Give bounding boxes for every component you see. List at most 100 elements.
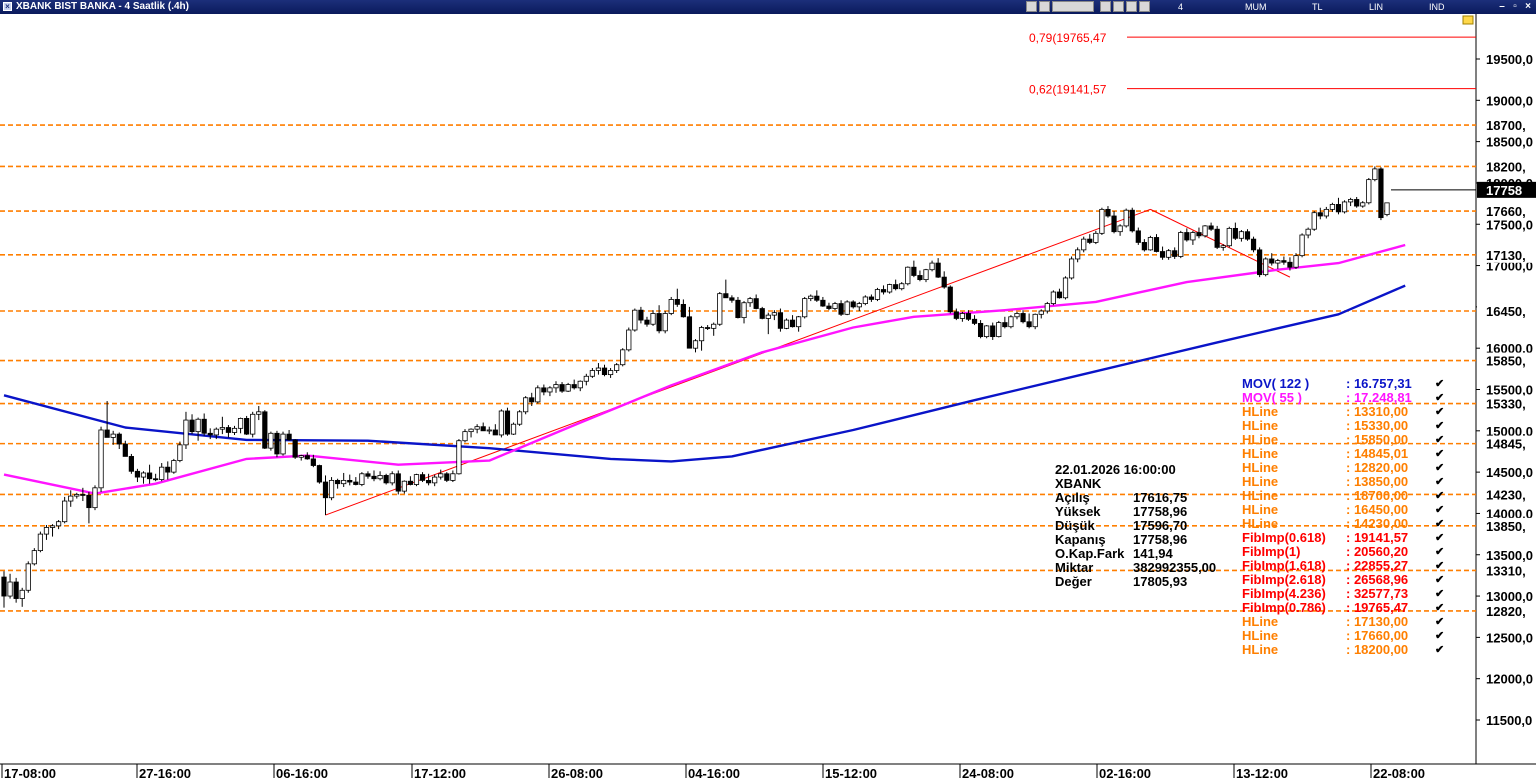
candle-body[interactable]: [1117, 225, 1123, 233]
candle-body[interactable]: [1105, 208, 1111, 217]
candle-body[interactable]: [31, 550, 37, 565]
candle-body[interactable]: [595, 367, 602, 371]
candle-body[interactable]: [37, 533, 43, 552]
candle-body[interactable]: [541, 387, 547, 393]
candle-body[interactable]: [893, 284, 899, 290]
candle-body[interactable]: [601, 367, 608, 376]
candle-body[interactable]: [650, 313, 656, 325]
candle-body[interactable]: [74, 494, 80, 497]
candle-body[interactable]: [929, 262, 935, 271]
candle-body[interactable]: [401, 480, 407, 492]
candle-body[interactable]: [219, 427, 225, 430]
candle-body[interactable]: [407, 480, 414, 485]
candle-body[interactable]: [171, 460, 177, 473]
candle-body[interactable]: [674, 299, 680, 305]
price-chart[interactable]: 11500,0 12000,0 12500,0 13000,0 13500,0 14000…: [0, 14, 1536, 781]
candle-body[interactable]: [680, 303, 686, 318]
candle-body[interactable]: [165, 466, 171, 473]
candle-body[interactable]: [789, 319, 796, 328]
candle-body[interactable]: [984, 325, 990, 338]
candle-body[interactable]: [49, 525, 56, 528]
candle-body[interactable]: [1281, 260, 1287, 263]
candle-body[interactable]: [977, 322, 984, 338]
candle-body[interactable]: [638, 309, 644, 321]
candle-body[interactable]: [80, 494, 86, 496]
candle-body[interactable]: [225, 427, 232, 433]
candle-body[interactable]: [941, 276, 947, 288]
candle-body[interactable]: [935, 262, 941, 278]
candle-body[interactable]: [177, 444, 183, 461]
candle-body[interactable]: [808, 295, 814, 300]
candle-body[interactable]: [383, 475, 389, 484]
candle-body[interactable]: [911, 266, 917, 276]
candle-body[interactable]: [698, 327, 705, 342]
candle-body[interactable]: [850, 301, 856, 308]
candle-body[interactable]: [996, 322, 1002, 338]
candle-body[interactable]: [304, 455, 310, 460]
candle-body[interactable]: [1075, 249, 1081, 260]
candle-body[interactable]: [237, 418, 244, 429]
candle-body[interactable]: [632, 309, 638, 331]
candle-body[interactable]: [92, 487, 98, 509]
candle-body[interactable]: [159, 466, 165, 480]
candle-body[interactable]: [1056, 291, 1063, 299]
window-menu-icon[interactable]: ×: [3, 2, 12, 11]
candle-body[interactable]: [705, 327, 711, 329]
candle-body[interactable]: [55, 521, 62, 527]
candle-body[interactable]: [547, 387, 553, 393]
period-selector[interactable]: 4 Saatlik: [1178, 2, 1206, 24]
candle-body[interactable]: [432, 476, 438, 484]
candle-body[interactable]: [316, 465, 323, 483]
candle-body[interactable]: [1311, 212, 1317, 230]
candle-body[interactable]: [1305, 228, 1311, 236]
candle-body[interactable]: [462, 431, 468, 442]
candle-body[interactable]: [98, 429, 104, 489]
close-icon[interactable]: ×: [1525, 1, 1531, 12]
candle-body[interactable]: [917, 275, 923, 281]
candle-body[interactable]: [195, 418, 201, 433]
candle-body[interactable]: [328, 479, 335, 499]
candle-body[interactable]: [844, 301, 850, 315]
candle-body[interactable]: [504, 410, 511, 435]
candle-body[interactable]: [838, 303, 844, 315]
candle-body[interactable]: [353, 481, 359, 485]
candle-body[interactable]: [250, 413, 256, 435]
visibility-check-icon[interactable]: ✔: [1435, 602, 1445, 614]
candle-body[interactable]: [1378, 168, 1384, 219]
candle-body[interactable]: [759, 308, 765, 319]
candle-body[interactable]: [1184, 232, 1190, 241]
candle-body[interactable]: [583, 375, 589, 382]
candle-body[interactable]: [1062, 277, 1069, 299]
candle-body[interactable]: [905, 266, 911, 285]
candle-body[interactable]: [614, 364, 620, 371]
visibility-check-icon[interactable]: ✔: [1435, 518, 1445, 530]
candle-body[interactable]: [1178, 232, 1184, 257]
candle-body[interactable]: [1244, 231, 1251, 240]
toolbar-search-box[interactable]: [1052, 1, 1094, 12]
candle-body[interactable]: [335, 479, 341, 485]
toolbar-button-5[interactable]: [1139, 1, 1150, 12]
candle-body[interactable]: [771, 312, 777, 316]
chart-type-selector[interactable]: MUM: [1245, 2, 1267, 12]
candle-body[interactable]: [341, 479, 347, 485]
candle-body[interactable]: [723, 293, 729, 299]
candle-body[interactable]: [1141, 242, 1147, 251]
candle-body[interactable]: [965, 313, 972, 320]
candle-body[interactable]: [856, 303, 862, 308]
candle-body[interactable]: [274, 432, 280, 455]
visibility-check-icon[interactable]: ✔: [1435, 644, 1445, 656]
candle-body[interactable]: [826, 305, 832, 309]
candle-body[interactable]: [322, 481, 329, 499]
candle-body[interactable]: [741, 302, 747, 319]
candle-body[interactable]: [1014, 313, 1020, 318]
candle-body[interactable]: [1172, 250, 1178, 257]
candle-body[interactable]: [347, 479, 353, 483]
candle-body[interactable]: [1032, 313, 1038, 328]
fib-swing-line[interactable]: [1150, 208, 1291, 278]
candle-body[interactable]: [711, 323, 717, 329]
candle-body[interactable]: [1372, 168, 1378, 181]
candle-body[interactable]: [426, 479, 432, 484]
candle-body[interactable]: [765, 314, 771, 319]
candle-body[interactable]: [1153, 237, 1160, 252]
candle-body[interactable]: [880, 289, 887, 293]
